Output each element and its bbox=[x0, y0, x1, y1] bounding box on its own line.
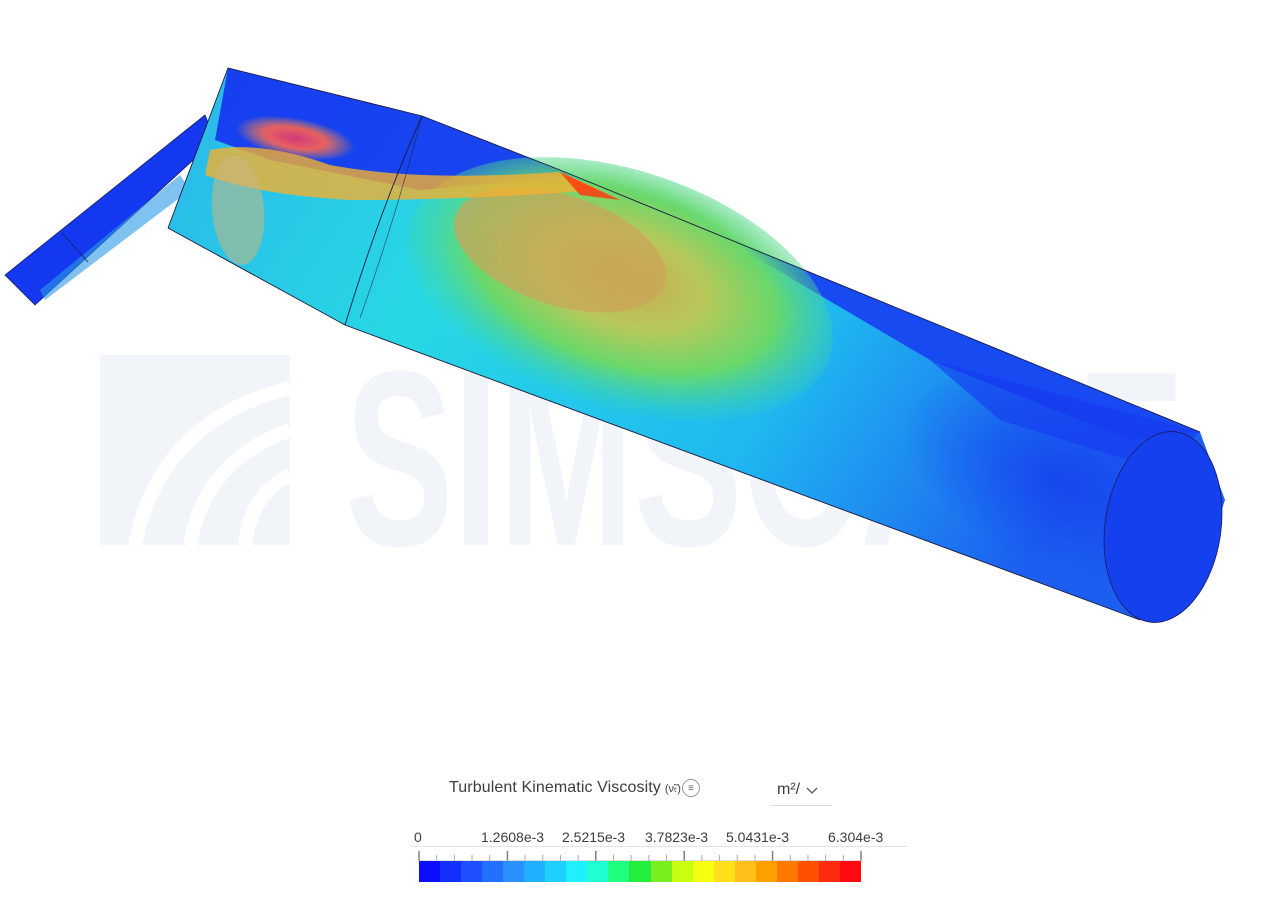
color-swatch bbox=[755, 861, 777, 882]
tick-label: 2.5215e-3 bbox=[562, 829, 626, 845]
legend-symbol: (ν̃ₜ) bbox=[664, 782, 681, 795]
color-swatch bbox=[440, 861, 462, 882]
color-swatch bbox=[797, 861, 819, 882]
tick-label: 5.0431e-3 bbox=[726, 829, 790, 845]
color-swatch bbox=[503, 861, 525, 882]
chevron-down-icon bbox=[806, 784, 818, 796]
tick-label: 3.7823e-3 bbox=[645, 829, 709, 845]
color-swatch bbox=[608, 861, 630, 882]
color-swatch bbox=[419, 861, 441, 882]
color-swatch bbox=[776, 861, 798, 882]
legend-tick-labels: 0 1.2608e-3 2.5215e-3 3.7823e-3 5.0431e-… bbox=[0, 829, 1280, 849]
pipe-body bbox=[167, 67, 1225, 623]
legend-title: Turbulent Kinematic Viscosity bbox=[449, 779, 661, 796]
outlet-face bbox=[1103, 431, 1223, 623]
color-swatch bbox=[734, 861, 756, 882]
color-swatch bbox=[839, 861, 861, 882]
legend-rule bbox=[411, 846, 908, 847]
color-swatch bbox=[671, 861, 693, 882]
tick-label: 1.2608e-3 bbox=[481, 829, 545, 845]
color-swatch bbox=[587, 861, 609, 882]
color-swatch bbox=[818, 861, 840, 882]
legend-header: Turbulent Kinematic Viscosity (ν̃ₜ) ≡ bbox=[449, 776, 700, 800]
color-swatch bbox=[545, 861, 567, 882]
tick-label: 0 bbox=[414, 829, 422, 845]
color-scale-bar bbox=[419, 861, 861, 882]
unit-value: m²/ bbox=[777, 780, 801, 798]
3d-viewport[interactable]: SIMSCALE bbox=[0, 0, 1280, 740]
color-swatch bbox=[524, 861, 546, 882]
color-swatch bbox=[713, 861, 735, 882]
color-swatch bbox=[482, 861, 504, 882]
color-swatch bbox=[629, 861, 651, 882]
color-swatch bbox=[692, 861, 714, 882]
tick-label: 6.304e-3 bbox=[828, 829, 884, 845]
result-visualization[interactable]: SIMSCALE bbox=[0, 0, 1280, 740]
color-swatch bbox=[650, 861, 672, 882]
unit-dropdown[interactable]: m²/ bbox=[770, 774, 832, 806]
color-swatch bbox=[566, 861, 588, 882]
menu-icon[interactable]: ≡ bbox=[681, 779, 700, 797]
color-swatch bbox=[461, 861, 483, 882]
